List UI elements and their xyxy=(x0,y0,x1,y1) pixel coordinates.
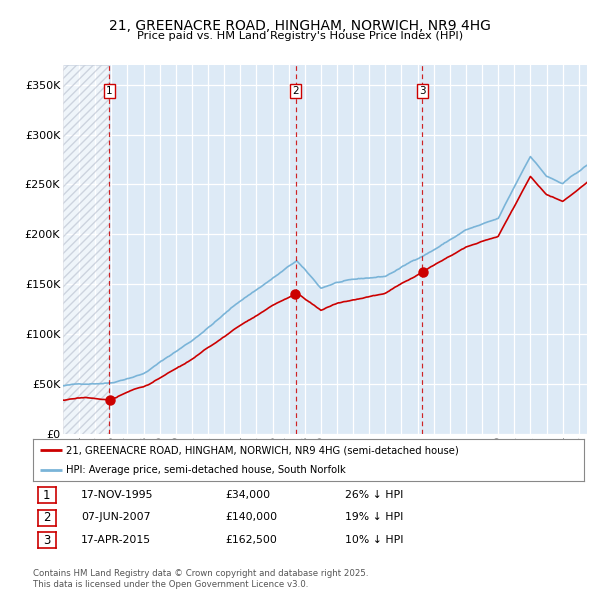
Text: HPI: Average price, semi-detached house, South Norfolk: HPI: Average price, semi-detached house,… xyxy=(66,466,346,476)
Text: 3: 3 xyxy=(419,86,426,96)
Text: 19% ↓ HPI: 19% ↓ HPI xyxy=(345,513,403,522)
Text: 07-JUN-2007: 07-JUN-2007 xyxy=(81,513,151,522)
Text: 17-NOV-1995: 17-NOV-1995 xyxy=(81,490,154,500)
Text: Price paid vs. HM Land Registry's House Price Index (HPI): Price paid vs. HM Land Registry's House … xyxy=(137,31,463,41)
Text: £162,500: £162,500 xyxy=(225,535,277,545)
Text: 2: 2 xyxy=(292,86,299,96)
Text: 10% ↓ HPI: 10% ↓ HPI xyxy=(345,535,404,545)
Text: 1: 1 xyxy=(106,86,113,96)
Text: 1: 1 xyxy=(43,489,50,502)
Text: £140,000: £140,000 xyxy=(225,513,277,522)
Text: 17-APR-2015: 17-APR-2015 xyxy=(81,535,151,545)
Text: 26% ↓ HPI: 26% ↓ HPI xyxy=(345,490,403,500)
Text: 3: 3 xyxy=(43,533,50,547)
Text: £34,000: £34,000 xyxy=(225,490,270,500)
Text: Contains HM Land Registry data © Crown copyright and database right 2025.
This d: Contains HM Land Registry data © Crown c… xyxy=(33,569,368,589)
Text: 21, GREENACRE ROAD, HINGHAM, NORWICH, NR9 4HG (semi-detached house): 21, GREENACRE ROAD, HINGHAM, NORWICH, NR… xyxy=(66,445,459,455)
Text: 21, GREENACRE ROAD, HINGHAM, NORWICH, NR9 4HG: 21, GREENACRE ROAD, HINGHAM, NORWICH, NR… xyxy=(109,19,491,33)
Text: 2: 2 xyxy=(43,511,50,525)
